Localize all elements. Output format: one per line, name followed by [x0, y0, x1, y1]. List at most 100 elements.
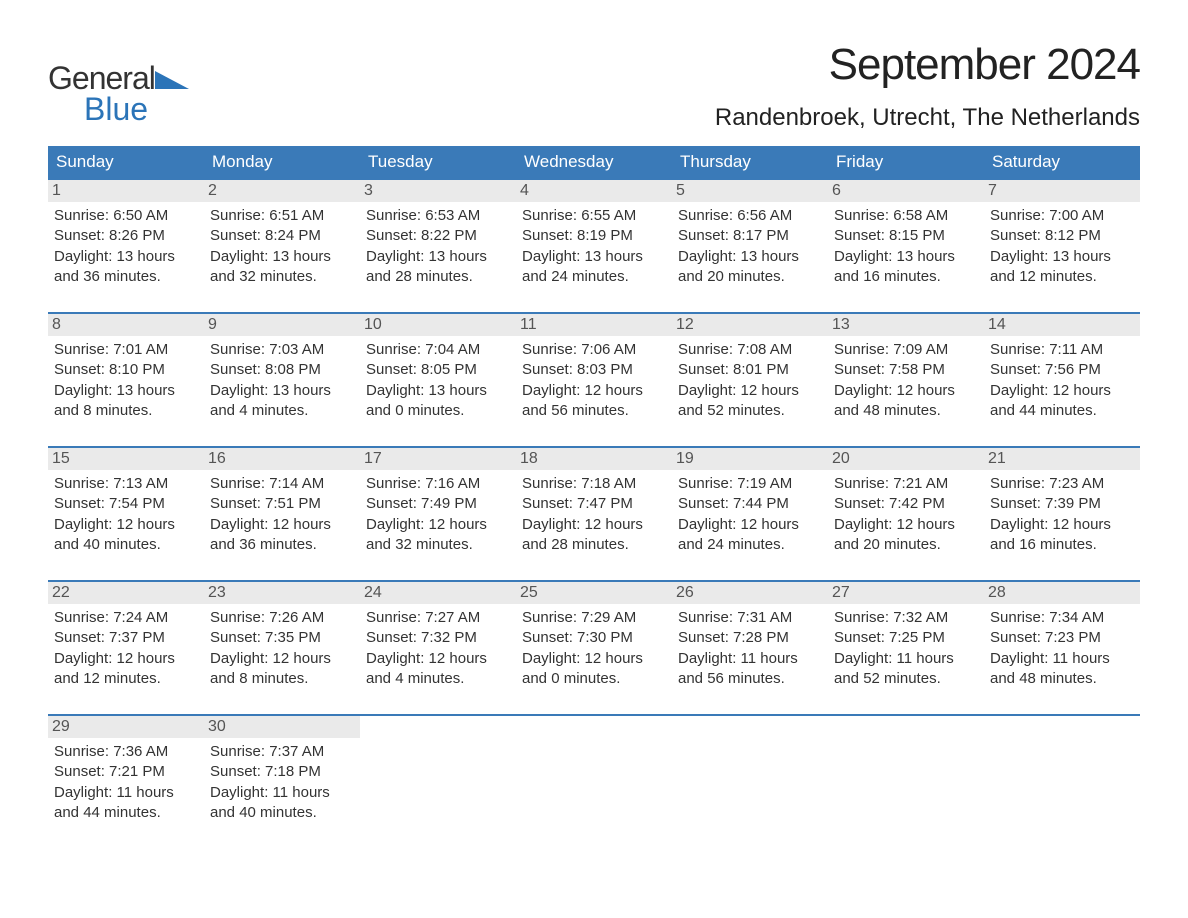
day-line-sunset: Sunset: 7:25 PM: [834, 628, 978, 648]
day-number: 21: [984, 448, 1140, 470]
day-cell: 30Sunrise: 7:37 AMSunset: 7:18 PMDayligh…: [204, 716, 360, 834]
day-cell: 20Sunrise: 7:21 AMSunset: 7:42 PMDayligh…: [828, 448, 984, 566]
day-cell: 7Sunrise: 7:00 AMSunset: 8:12 PMDaylight…: [984, 180, 1140, 298]
day-cell: 11Sunrise: 7:06 AMSunset: 8:03 PMDayligh…: [516, 314, 672, 432]
day-number: 10: [360, 314, 516, 336]
location-subtitle: Randenbroek, Utrecht, The Netherlands: [715, 104, 1140, 132]
day-line-day1: Daylight: 13 hours: [366, 381, 510, 401]
day-line-sunrise: Sunrise: 6:51 AM: [210, 206, 354, 226]
day-line-day1: Daylight: 12 hours: [678, 515, 822, 535]
week-row: 29Sunrise: 7:36 AMSunset: 7:21 PMDayligh…: [48, 714, 1140, 834]
day-line-sunrise: Sunrise: 7:32 AM: [834, 608, 978, 628]
day-cell: [360, 716, 516, 834]
day-line-day1: Daylight: 13 hours: [990, 247, 1134, 267]
day-body: Sunrise: 6:50 AMSunset: 8:26 PMDaylight:…: [48, 202, 204, 291]
day-line-day1: Daylight: 12 hours: [834, 515, 978, 535]
day-line-sunrise: Sunrise: 6:50 AM: [54, 206, 198, 226]
day-line-sunset: Sunset: 7:39 PM: [990, 494, 1134, 514]
day-line-sunrise: Sunrise: 7:26 AM: [210, 608, 354, 628]
day-number: 18: [516, 448, 672, 470]
day-body: Sunrise: 7:19 AMSunset: 7:44 PMDaylight:…: [672, 470, 828, 559]
day-line-sunset: Sunset: 7:42 PM: [834, 494, 978, 514]
day-line-sunrise: Sunrise: 7:27 AM: [366, 608, 510, 628]
day-line-day1: Daylight: 12 hours: [522, 649, 666, 669]
day-cell: 13Sunrise: 7:09 AMSunset: 7:58 PMDayligh…: [828, 314, 984, 432]
day-line-sunset: Sunset: 7:35 PM: [210, 628, 354, 648]
day-body: Sunrise: 6:51 AMSunset: 8:24 PMDaylight:…: [204, 202, 360, 291]
day-line-day1: Daylight: 12 hours: [678, 381, 822, 401]
day-line-day1: Daylight: 11 hours: [834, 649, 978, 669]
weekday-header: Friday: [828, 146, 984, 178]
day-body: Sunrise: 7:04 AMSunset: 8:05 PMDaylight:…: [360, 336, 516, 425]
day-line-sunset: Sunset: 8:19 PM: [522, 226, 666, 246]
day-number: 26: [672, 582, 828, 604]
day-number: 4: [516, 180, 672, 202]
day-line-day2: and 20 minutes.: [834, 535, 978, 555]
day-number: 19: [672, 448, 828, 470]
day-number: 23: [204, 582, 360, 604]
day-line-day1: Daylight: 13 hours: [210, 381, 354, 401]
day-body: Sunrise: 7:11 AMSunset: 7:56 PMDaylight:…: [984, 336, 1140, 425]
day-line-day2: and 52 minutes.: [834, 669, 978, 689]
day-line-day2: and 24 minutes.: [678, 535, 822, 555]
week-row: 15Sunrise: 7:13 AMSunset: 7:54 PMDayligh…: [48, 446, 1140, 566]
day-line-sunset: Sunset: 8:17 PM: [678, 226, 822, 246]
day-body: Sunrise: 7:13 AMSunset: 7:54 PMDaylight:…: [48, 470, 204, 559]
day-line-day2: and 48 minutes.: [990, 669, 1134, 689]
day-line-day1: Daylight: 13 hours: [366, 247, 510, 267]
day-body: Sunrise: 7:24 AMSunset: 7:37 PMDaylight:…: [48, 604, 204, 693]
weekday-header-row: Sunday Monday Tuesday Wednesday Thursday…: [48, 146, 1140, 178]
day-body: Sunrise: 7:06 AMSunset: 8:03 PMDaylight:…: [516, 336, 672, 425]
day-line-day1: Daylight: 13 hours: [678, 247, 822, 267]
day-cell: [828, 716, 984, 834]
day-line-day2: and 12 minutes.: [990, 267, 1134, 287]
day-cell: 28Sunrise: 7:34 AMSunset: 7:23 PMDayligh…: [984, 582, 1140, 700]
day-line-day1: Daylight: 12 hours: [210, 515, 354, 535]
day-number: 30: [204, 716, 360, 738]
day-line-day2: and 8 minutes.: [210, 669, 354, 689]
day-line-sunset: Sunset: 7:54 PM: [54, 494, 198, 514]
day-number: 13: [828, 314, 984, 336]
day-line-sunrise: Sunrise: 7:37 AM: [210, 742, 354, 762]
day-line-day2: and 40 minutes.: [54, 535, 198, 555]
day-line-day2: and 0 minutes.: [522, 669, 666, 689]
day-line-day1: Daylight: 12 hours: [522, 515, 666, 535]
day-line-sunset: Sunset: 8:22 PM: [366, 226, 510, 246]
day-body: Sunrise: 7:29 AMSunset: 7:30 PMDaylight:…: [516, 604, 672, 693]
day-line-day1: Daylight: 13 hours: [210, 247, 354, 267]
day-line-day2: and 44 minutes.: [54, 803, 198, 823]
day-body: Sunrise: 6:53 AMSunset: 8:22 PMDaylight:…: [360, 202, 516, 291]
day-line-sunrise: Sunrise: 7:14 AM: [210, 474, 354, 494]
day-line-day1: Daylight: 11 hours: [678, 649, 822, 669]
day-number: 20: [828, 448, 984, 470]
day-number: 11: [516, 314, 672, 336]
day-line-sunset: Sunset: 7:49 PM: [366, 494, 510, 514]
day-line-sunset: Sunset: 7:44 PM: [678, 494, 822, 514]
day-line-day2: and 4 minutes.: [210, 401, 354, 421]
day-line-sunrise: Sunrise: 7:36 AM: [54, 742, 198, 762]
day-body: Sunrise: 7:03 AMSunset: 8:08 PMDaylight:…: [204, 336, 360, 425]
day-body: Sunrise: 6:56 AMSunset: 8:17 PMDaylight:…: [672, 202, 828, 291]
day-number: 29: [48, 716, 204, 738]
day-line-sunset: Sunset: 7:30 PM: [522, 628, 666, 648]
day-cell: [516, 716, 672, 834]
day-body: Sunrise: 7:09 AMSunset: 7:58 PMDaylight:…: [828, 336, 984, 425]
day-cell: [672, 716, 828, 834]
day-line-sunset: Sunset: 8:03 PM: [522, 360, 666, 380]
day-line-sunrise: Sunrise: 7:13 AM: [54, 474, 198, 494]
day-cell: 15Sunrise: 7:13 AMSunset: 7:54 PMDayligh…: [48, 448, 204, 566]
day-line-sunrise: Sunrise: 7:16 AM: [366, 474, 510, 494]
day-number: 28: [984, 582, 1140, 604]
day-line-sunrise: Sunrise: 7:31 AM: [678, 608, 822, 628]
day-line-sunrise: Sunrise: 7:09 AM: [834, 340, 978, 360]
day-line-day1: Daylight: 13 hours: [522, 247, 666, 267]
logo-text-blue: Blue: [84, 91, 189, 128]
day-body: Sunrise: 7:14 AMSunset: 7:51 PMDaylight:…: [204, 470, 360, 559]
day-number: 9: [204, 314, 360, 336]
weeks-container: 1Sunrise: 6:50 AMSunset: 8:26 PMDaylight…: [48, 178, 1140, 834]
day-line-day1: Daylight: 12 hours: [366, 515, 510, 535]
day-line-sunrise: Sunrise: 7:03 AM: [210, 340, 354, 360]
day-line-sunrise: Sunrise: 7:23 AM: [990, 474, 1134, 494]
day-line-sunset: Sunset: 8:15 PM: [834, 226, 978, 246]
day-body: Sunrise: 6:55 AMSunset: 8:19 PMDaylight:…: [516, 202, 672, 291]
